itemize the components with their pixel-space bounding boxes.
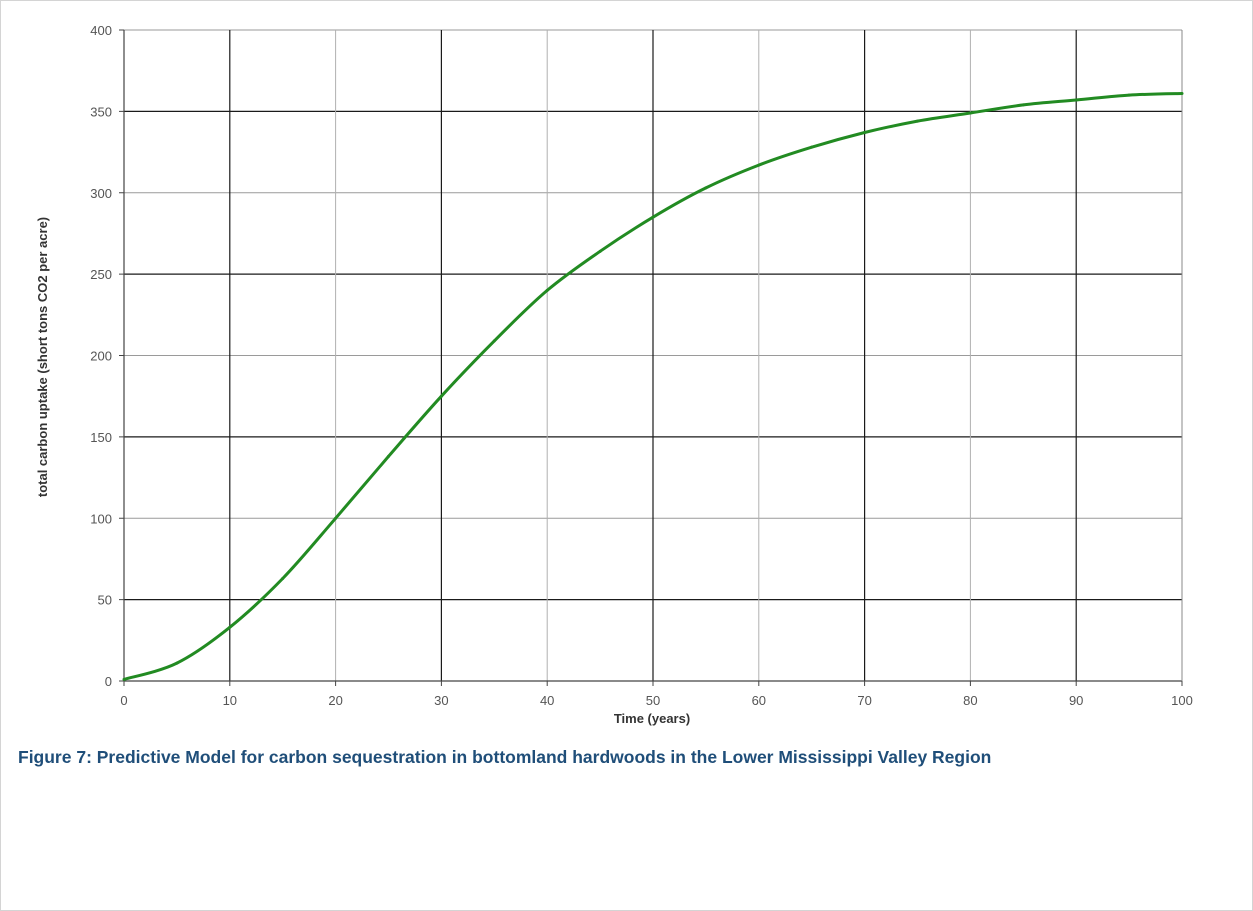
data-point bbox=[757, 163, 761, 167]
x-tick-label: 100 bbox=[1171, 693, 1193, 708]
x-tick-label: 70 bbox=[857, 693, 871, 708]
y-tick-label: 100 bbox=[90, 511, 112, 526]
line-chart: 0 50 100 150 200 250 300 350 400 0 10 20 30 40 50 60 70 8… bbox=[35, 23, 1193, 726]
y-tick-label: 200 bbox=[90, 349, 112, 364]
data-point bbox=[122, 677, 126, 681]
x-tick-label: 80 bbox=[963, 693, 977, 708]
x-tick-label: 20 bbox=[328, 693, 342, 708]
y-tick-label: 300 bbox=[90, 186, 112, 201]
y-axis-title: total carbon uptake (short tons CO2 per … bbox=[35, 217, 50, 497]
y-tick-label: 400 bbox=[90, 23, 112, 38]
data-point bbox=[1021, 103, 1025, 107]
data-point bbox=[1127, 93, 1131, 97]
data-point bbox=[651, 215, 655, 219]
data-point bbox=[545, 288, 549, 292]
data-point bbox=[863, 131, 867, 135]
data-point bbox=[968, 111, 972, 115]
x-tick-label: 10 bbox=[223, 693, 237, 708]
data-point bbox=[175, 661, 179, 665]
y-tick-label: 50 bbox=[98, 593, 112, 608]
x-tick-label: 60 bbox=[752, 693, 766, 708]
data-point bbox=[439, 394, 443, 398]
x-tick-label: 50 bbox=[646, 693, 660, 708]
y-tick-label: 350 bbox=[90, 104, 112, 119]
data-point bbox=[228, 625, 232, 629]
y-tick-label: 150 bbox=[90, 430, 112, 445]
data-point bbox=[598, 249, 602, 253]
series-line bbox=[123, 92, 1183, 681]
data-point bbox=[810, 145, 814, 149]
data-point bbox=[281, 576, 285, 580]
data-point bbox=[387, 454, 390, 458]
y-tick-label: 0 bbox=[105, 674, 112, 689]
x-tick-label: 0 bbox=[120, 693, 127, 708]
x-tick-label: 30 bbox=[434, 693, 448, 708]
tick-labels: 0 50 100 150 200 250 300 350 400 0 10 20 30 40 50 60 70 8… bbox=[90, 23, 1193, 708]
x-axis-title: Time (years) bbox=[614, 711, 690, 726]
data-point bbox=[704, 186, 708, 190]
data-point bbox=[492, 339, 496, 343]
data-point bbox=[334, 516, 338, 520]
figure-caption: Figure 7: Predictive Model for carbon se… bbox=[18, 747, 992, 767]
x-tick-label: 40 bbox=[540, 693, 554, 708]
x-tick-label: 90 bbox=[1069, 693, 1083, 708]
data-point bbox=[1074, 98, 1078, 102]
data-point bbox=[916, 119, 919, 123]
series-layer bbox=[122, 91, 1184, 681]
data-point bbox=[1180, 91, 1184, 95]
y-tick-label: 250 bbox=[90, 267, 112, 282]
grid-lines bbox=[119, 29, 1183, 686]
